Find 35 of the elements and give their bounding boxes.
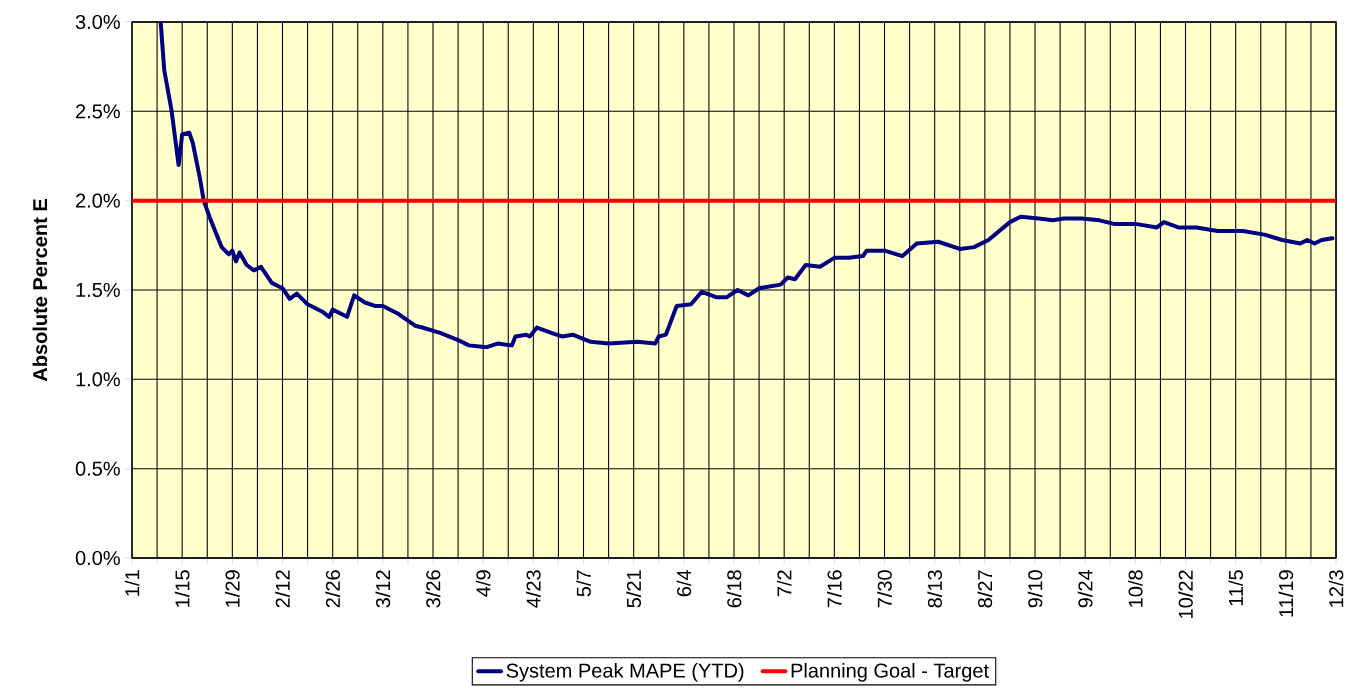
x-tick-label: 11/19 xyxy=(1278,570,1294,617)
x-tick-label: 7/2 xyxy=(776,570,792,597)
x-tick-label: 9/24 xyxy=(1077,569,1093,608)
x-tick-label: 4/23 xyxy=(526,570,541,608)
x-tick-label: 10/8 xyxy=(1128,570,1143,607)
x-tick-label: 8/27 xyxy=(977,570,993,608)
x-tick-label: 10/22 xyxy=(1178,570,1193,618)
x-tick-label: 7/30 xyxy=(877,570,892,608)
y-axis-title: Absolute Percent E xyxy=(32,199,48,382)
x-tick-label: 11/5 xyxy=(1228,570,1244,606)
x-tick-label: 6/18 xyxy=(726,570,742,608)
x-tick-label: 2/26 xyxy=(325,570,341,608)
x-tick-label: 1/29 xyxy=(225,570,240,607)
y-tick-label: 0.5% xyxy=(75,461,120,476)
y-tick-label: 3.0% xyxy=(75,14,120,30)
x-tick-label: 1/15 xyxy=(174,570,190,607)
y-tick-label: 2.5% xyxy=(76,104,120,119)
y-tick-label: 0.0% xyxy=(75,550,120,566)
x-tick-label: 7/16 xyxy=(827,570,842,608)
y-tick-label: 2.0% xyxy=(76,193,120,208)
x-tick-label: 1/1 xyxy=(124,570,140,596)
x-tick-label: 4/9 xyxy=(475,570,491,597)
legend-label: System Peak MAPE (YTD) xyxy=(506,663,744,682)
legend-label: Planning Goal - Target xyxy=(791,663,989,682)
y-tick-label: 1.5% xyxy=(76,282,120,298)
y-tick-label: 1.0% xyxy=(76,372,120,387)
x-tick-label: 2/12 xyxy=(275,570,290,608)
x-tick-label: 5/21 xyxy=(626,570,642,608)
x-tick-label: 5/7 xyxy=(576,570,591,597)
x-tick-label: 3/12 xyxy=(375,570,391,608)
x-tick-label: 12/3 xyxy=(1328,570,1344,607)
x-tick-label: 3/26 xyxy=(425,570,441,608)
x-tick-label: 8/13 xyxy=(927,570,943,608)
x-tick-label: 9/10 xyxy=(1027,570,1043,608)
x-tick-label: 6/4 xyxy=(676,569,692,597)
